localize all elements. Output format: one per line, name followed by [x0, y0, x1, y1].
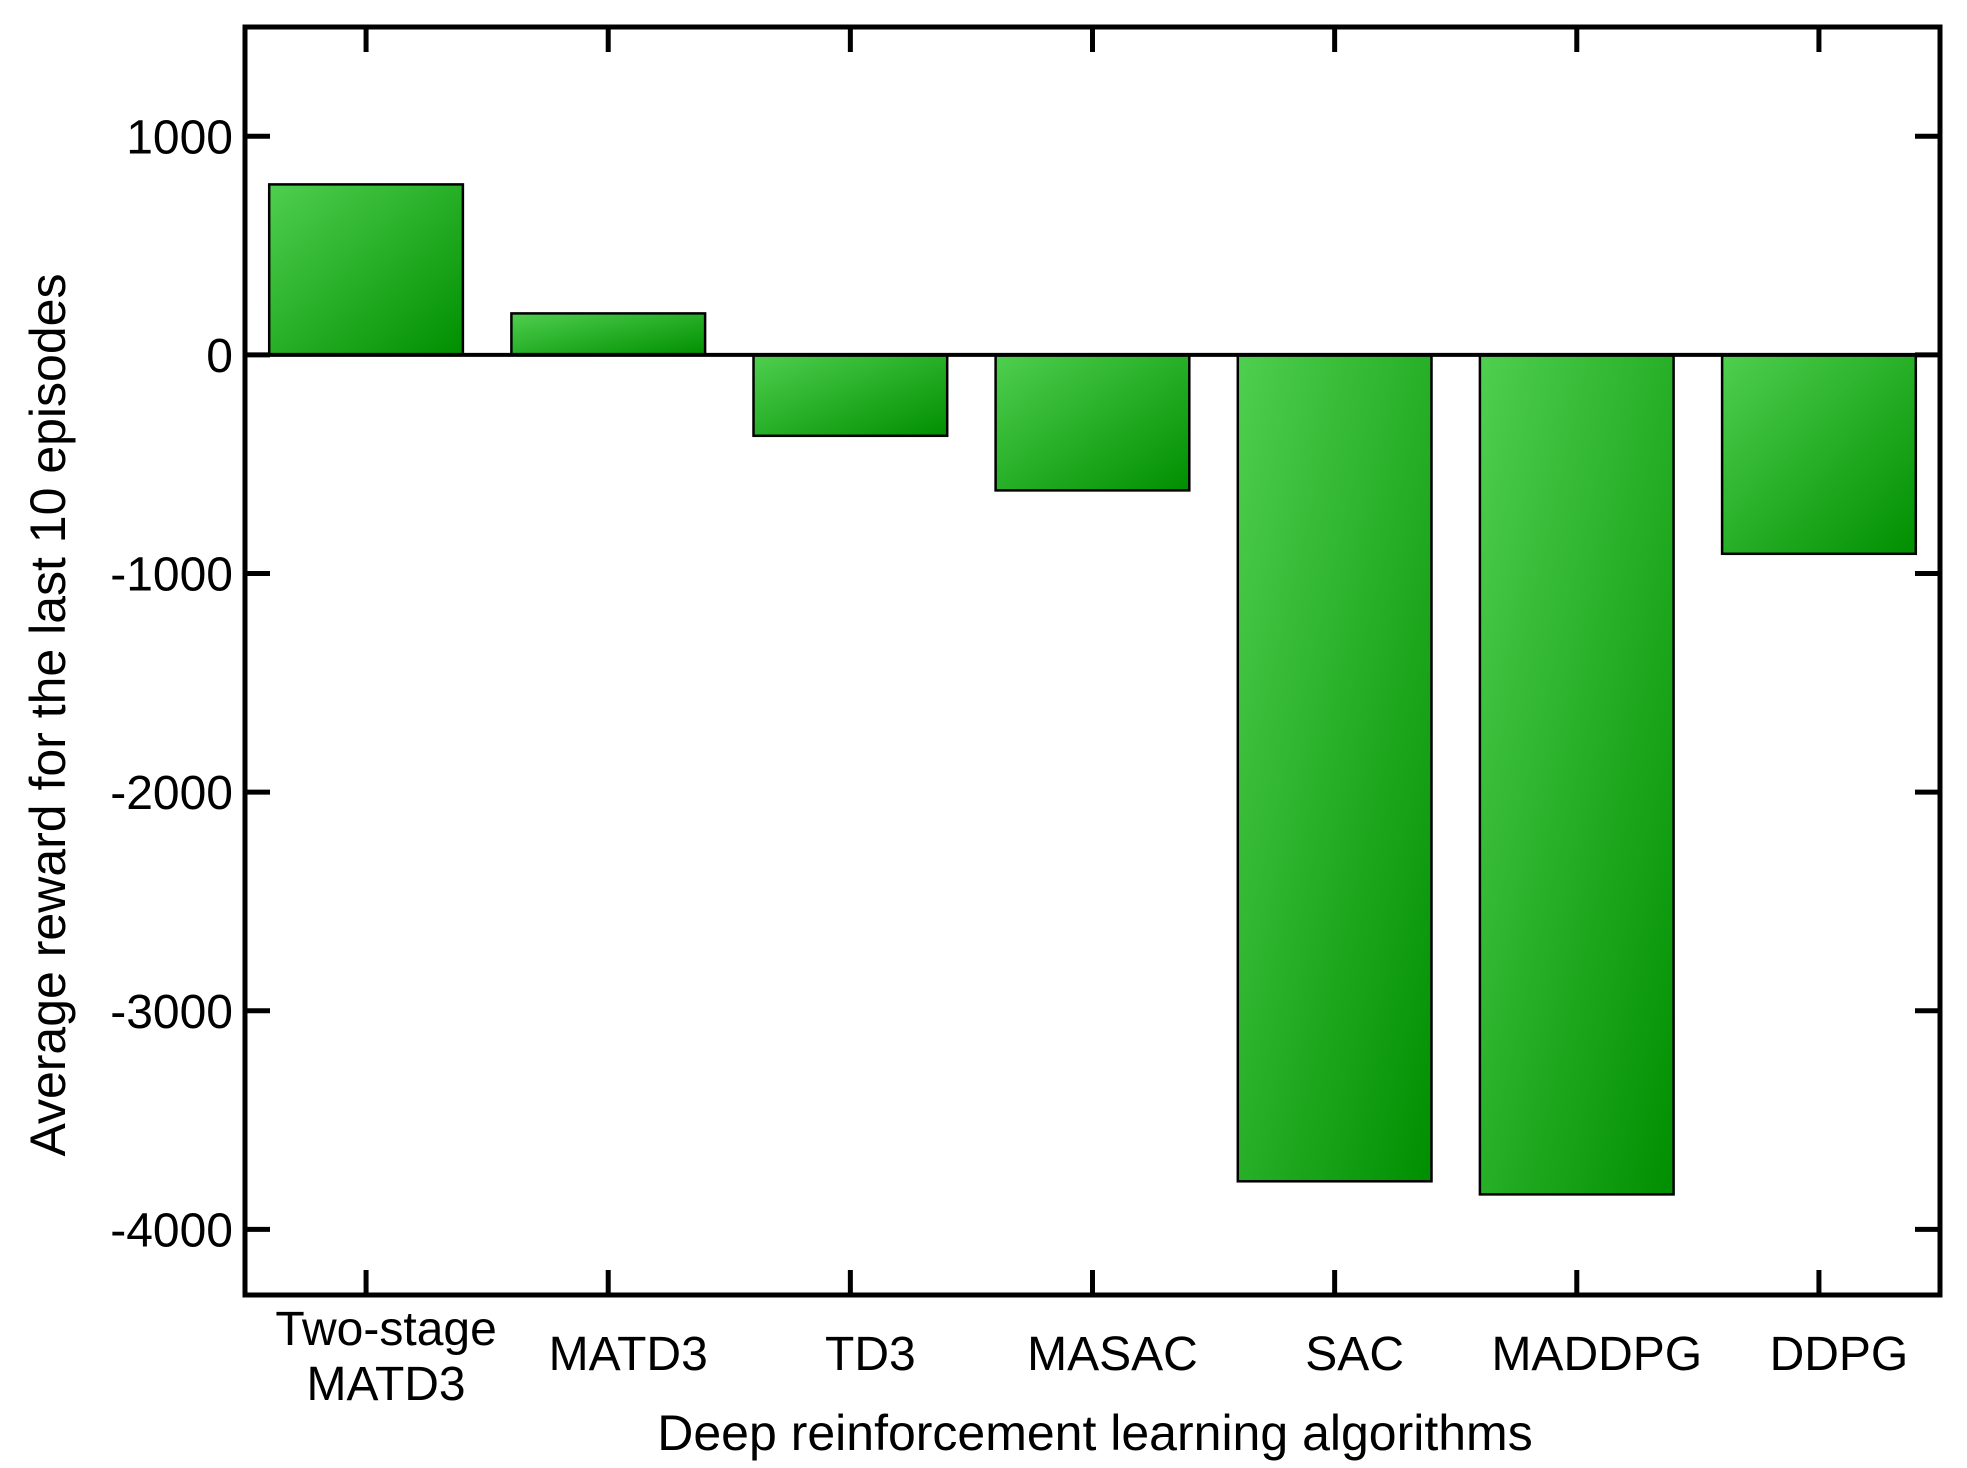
x-tick-label: TD3	[825, 1328, 916, 1381]
bar	[752, 353, 949, 438]
x-axis-title: Deep reinforcement learning algorithms	[657, 1405, 1532, 1461]
bar	[994, 353, 1191, 492]
x-tick-label: MASAC	[1027, 1328, 1198, 1381]
y-tick-label: -3000	[110, 986, 233, 1039]
bar	[510, 312, 707, 357]
y-axis-title: Average reward for the last 10 episodes	[20, 274, 76, 1157]
y-tick-labels: 1000 0 -1000 -2000 -3000 -4000	[110, 111, 233, 1257]
x-tick-label: Two-stage MATD3	[275, 1303, 496, 1411]
y-tick-label: 1000	[126, 111, 233, 164]
x-tick-labels: Two-stage MATD3 MATD3 TD3 MASAC SAC MADDPG DDPG	[275, 1303, 1908, 1411]
axis-ticks	[245, 27, 1940, 1295]
y-tick-label: -4000	[110, 1204, 233, 1257]
plot-border	[242, 24, 1943, 1298]
y-tick-label: 0	[206, 330, 233, 383]
x-tick-label: MATD3	[549, 1328, 708, 1381]
x-tick-label: SAC	[1305, 1328, 1404, 1381]
x-tick-label: DDPG	[1770, 1328, 1909, 1381]
bars	[267, 183, 1918, 1196]
bar	[1720, 353, 1918, 556]
bar	[1478, 353, 1675, 1196]
y-tick-label: -1000	[110, 549, 233, 602]
bar	[267, 183, 465, 357]
bar	[1236, 353, 1433, 1183]
y-tick-label: -2000	[110, 767, 233, 820]
x-tick-label: MADDPG	[1491, 1328, 1702, 1381]
plot-frame	[242, 24, 1943, 1298]
